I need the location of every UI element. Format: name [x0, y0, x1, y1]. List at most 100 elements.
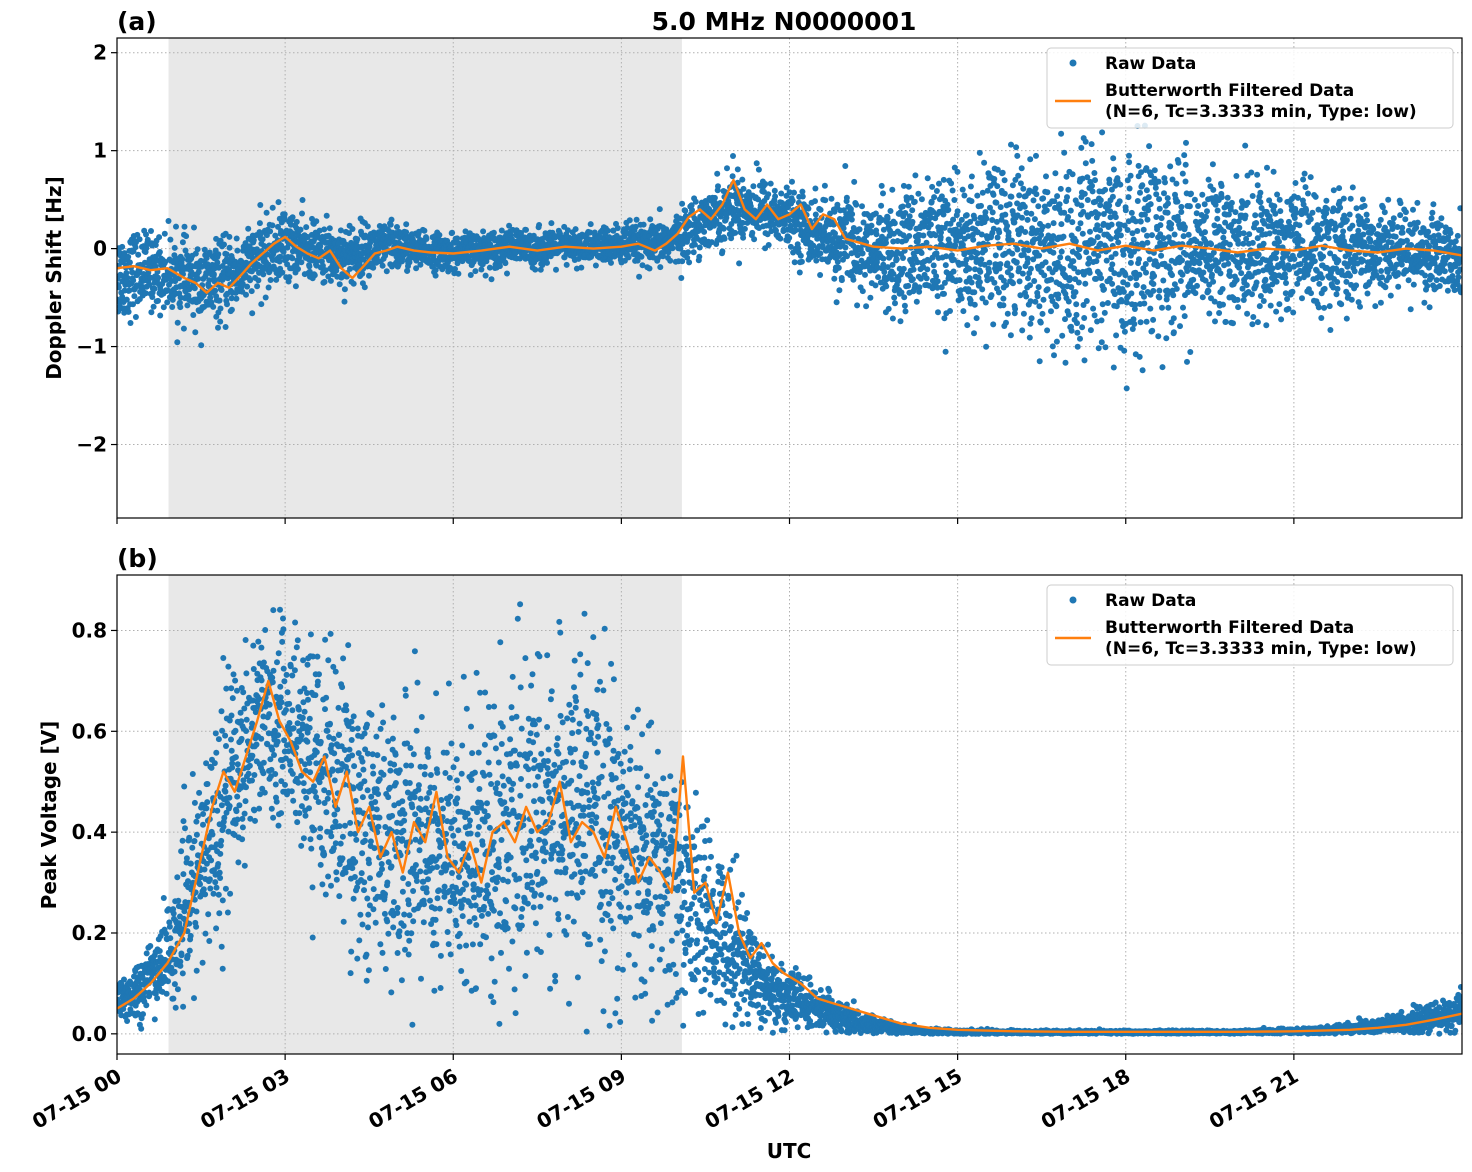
raw-data-point: [981, 261, 988, 268]
raw-data-point: [1098, 317, 1105, 324]
raw-data-point: [210, 271, 217, 278]
raw-data-point: [1296, 275, 1303, 282]
raw-data-point: [899, 203, 906, 210]
raw-data-point: [1290, 309, 1297, 316]
raw-data-point: [997, 204, 1004, 211]
raw-data-point: [1183, 139, 1189, 146]
raw-data-point: [1215, 259, 1222, 266]
raw-data-point: [1263, 322, 1270, 329]
raw-data-point: [1088, 141, 1095, 148]
raw-data-point: [1218, 194, 1225, 201]
raw-data-point: [967, 218, 974, 225]
raw-data-point: [280, 248, 287, 255]
panel-label-a: (a): [117, 7, 157, 36]
raw-data-point: [1283, 280, 1289, 286]
raw-data-point: [1011, 219, 1018, 226]
raw-data-point: [1027, 320, 1034, 327]
raw-data-point: [755, 166, 762, 173]
raw-data-point: [937, 234, 944, 241]
raw-data-point: [906, 233, 913, 239]
raw-data-point: [751, 236, 758, 243]
raw-data-point: [553, 266, 559, 273]
raw-data-point: [404, 267, 411, 274]
raw-data-point: [1185, 289, 1191, 296]
raw-data-point: [994, 234, 1001, 241]
raw-data-point: [995, 289, 1002, 296]
raw-data-point: [1382, 224, 1388, 231]
raw-data-point: [1266, 230, 1273, 237]
raw-data-point: [923, 239, 930, 246]
raw-data-point: [1008, 237, 1015, 244]
raw-data-point: [660, 253, 666, 260]
raw-data-point: [978, 256, 985, 263]
raw-data-point: [1000, 277, 1007, 284]
raw-data-point: [986, 259, 993, 266]
raw-data-point: [350, 280, 357, 287]
raw-data-point: [1074, 320, 1080, 327]
raw-data-point: [889, 261, 896, 268]
raw-data-point: [1179, 271, 1186, 278]
raw-data-point: [498, 227, 505, 234]
raw-data-point: [891, 220, 898, 227]
raw-data-point: [1162, 241, 1169, 248]
raw-data-point: [1254, 319, 1261, 326]
raw-data-point: [1327, 250, 1334, 257]
raw-data-point: [777, 235, 784, 242]
raw-data-point: [1256, 303, 1263, 310]
raw-data-point: [1257, 199, 1264, 206]
raw-data-point: [142, 290, 149, 297]
raw-data-point: [125, 253, 132, 260]
raw-data-point: [1068, 327, 1075, 334]
raw-data-point: [885, 305, 892, 312]
raw-data-point: [889, 186, 896, 193]
raw-data-point: [971, 330, 977, 337]
raw-data-point: [1074, 343, 1081, 350]
raw-data-point: [359, 270, 366, 277]
raw-data-point: [1040, 195, 1047, 202]
raw-data-point: [940, 211, 947, 218]
raw-data-point: [789, 178, 795, 185]
raw-data-point: [677, 245, 684, 252]
raw-data-point: [228, 295, 235, 302]
raw-data-point: [669, 245, 676, 252]
raw-data-point: [1057, 254, 1064, 261]
raw-data-point: [918, 250, 925, 256]
raw-data-point: [918, 196, 925, 203]
raw-data-point: [1195, 203, 1202, 209]
raw-data-point: [387, 239, 394, 245]
raw-data-point: [1089, 188, 1096, 195]
raw-data-point: [799, 188, 806, 195]
raw-data-point: [1323, 197, 1330, 204]
raw-data-point: [222, 324, 229, 330]
raw-data-point: [312, 250, 318, 257]
raw-data-point: [632, 223, 639, 230]
raw-data-point: [959, 186, 966, 193]
raw-data-point: [974, 192, 981, 199]
raw-data-point: [1214, 215, 1221, 222]
raw-data-point: [1041, 272, 1048, 279]
raw-data-point: [1003, 319, 1009, 326]
raw-data-point: [1085, 260, 1092, 267]
raw-data-point: [822, 197, 829, 204]
raw-data-point: [1034, 293, 1041, 300]
raw-data-point: [691, 241, 698, 248]
raw-data-point: [130, 301, 136, 308]
raw-data-point: [1054, 193, 1061, 200]
raw-data-point: [1110, 364, 1117, 371]
raw-data-point: [732, 229, 739, 236]
raw-data-point: [1372, 303, 1379, 310]
raw-data-point: [1089, 157, 1096, 164]
raw-data-point: [184, 252, 191, 259]
raw-data-point: [276, 258, 283, 265]
raw-data-point: [847, 206, 854, 212]
raw-data-point: [486, 264, 493, 271]
raw-data-point: [1212, 318, 1218, 325]
raw-data-point: [772, 193, 779, 200]
raw-data-point: [1315, 304, 1322, 311]
raw-data-point: [1050, 220, 1057, 227]
raw-data-point: [656, 206, 663, 213]
raw-data-point: [267, 228, 274, 235]
raw-data-point: [1024, 255, 1031, 262]
raw-data-point: [1149, 232, 1155, 239]
raw-data-point: [1278, 316, 1285, 323]
